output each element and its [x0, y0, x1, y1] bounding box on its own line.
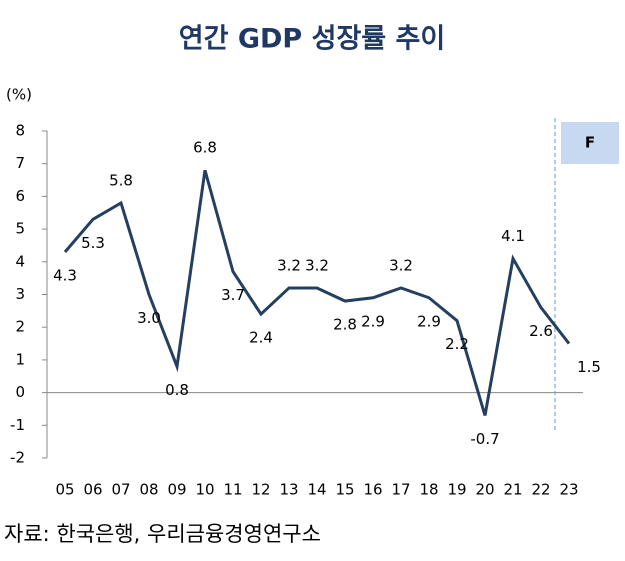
- x-tick-label: 16: [363, 481, 382, 499]
- x-tick-label: 05: [55, 481, 74, 499]
- x-tick-label: 18: [419, 481, 438, 499]
- data-label: 6.8: [193, 139, 217, 157]
- data-label: 2.8: [333, 316, 357, 334]
- data-label: 4.1: [501, 227, 525, 245]
- source: 자료: 한국은행, 우리금융경영연구소: [4, 522, 321, 546]
- data-label: 2.4: [249, 329, 273, 347]
- chart-title: 연간 GDP 성장률 추이: [179, 24, 445, 55]
- x-tick-label: 07: [111, 481, 130, 499]
- data-label: 4.3: [53, 266, 77, 284]
- data-label: 3.2: [277, 256, 301, 274]
- y-tick-label: 0: [15, 383, 25, 401]
- x-tick-label: 06: [83, 481, 102, 499]
- forecast-box: [561, 122, 619, 164]
- forecast-label: F: [585, 134, 595, 152]
- data-label: 2.6: [529, 322, 553, 340]
- y-tick-label: 3: [15, 285, 25, 303]
- y-tick-label: 7: [15, 154, 25, 172]
- data-label: 5.3: [81, 234, 105, 252]
- y-tick-label: 1: [15, 350, 25, 368]
- x-tick-label: 10: [195, 481, 214, 499]
- data-line: [63, 169, 571, 416]
- x-tick-label: 15: [335, 481, 354, 499]
- data-label: 3.0: [137, 309, 161, 327]
- x-tick-label: 14: [307, 481, 326, 499]
- data-label: 0.8: [165, 381, 189, 399]
- y-tick-label: 4: [15, 252, 25, 270]
- x-tick-label: 09: [167, 481, 186, 499]
- data-label: 3.7: [221, 286, 245, 304]
- y-tick-label: 2: [15, 318, 25, 336]
- data-label: 3.2: [305, 256, 329, 274]
- y-axis-label: (%): [6, 86, 32, 104]
- x-tick-label: 23: [559, 481, 578, 499]
- y-tick-label: 8: [15, 122, 25, 140]
- data-label: 3.2: [389, 256, 413, 274]
- x-tick-label: 12: [251, 481, 270, 499]
- x-tick-label: 13: [279, 481, 298, 499]
- x-tick-label: 20: [475, 481, 494, 499]
- y-tick-label: 6: [15, 187, 25, 205]
- x-tick-label: 19: [447, 481, 466, 499]
- x-tick-label: 22: [531, 481, 550, 499]
- x-tick-label: 11: [223, 481, 242, 499]
- x-tick-label: 08: [139, 481, 158, 499]
- data-label: 5.8: [109, 171, 133, 189]
- x-tick-label: 21: [503, 481, 522, 499]
- x-tick-label: 17: [391, 481, 410, 499]
- data-label: 2.9: [417, 312, 441, 330]
- y-tick-label: -2: [10, 449, 25, 467]
- data-label: 2.2: [445, 335, 469, 353]
- y-tick-label: -1: [10, 416, 25, 434]
- data-label: -0.7: [470, 430, 499, 448]
- y-tick-label: 5: [15, 220, 25, 238]
- data-label: 1.5: [577, 358, 601, 376]
- data-label: 2.9: [361, 312, 385, 330]
